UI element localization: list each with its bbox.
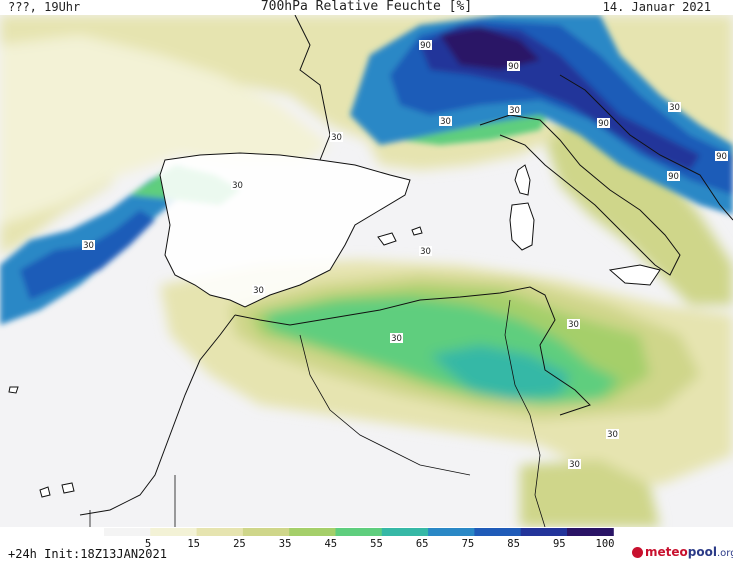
contour-label: 90: [419, 40, 432, 51]
legend-swatch: [289, 528, 336, 536]
legend-tick-labels: 5 15 25 35 45 55 65 75 85 95 100: [145, 538, 615, 548]
sicily: [608, 264, 661, 286]
contour-label-text: 90: [508, 62, 519, 72]
italy-peninsula: [479, 114, 681, 276]
humidity-field-high: [0, 15, 733, 325]
western-sahara-border: [89, 475, 176, 527]
contour-label-text: 30: [232, 181, 243, 191]
contour-label-text: 30: [440, 117, 451, 127]
north-africa-coast: [234, 286, 591, 416]
legend-swatch: [474, 528, 522, 536]
morocco-atlantic-coast: [79, 314, 236, 516]
sardinia: [509, 202, 535, 251]
legend-tick-label: 5: [145, 538, 151, 548]
field-band-65-africa: [430, 345, 570, 400]
legend-tick-label: 85: [507, 538, 520, 548]
legend-tick-label: 45: [324, 538, 337, 548]
legend-color-bar: [104, 528, 614, 536]
adriatic-coast: [559, 74, 733, 221]
contour-label: 90: [507, 61, 520, 72]
legend-swatch: [150, 528, 198, 536]
legend-swatch: [242, 528, 290, 536]
legend-swatch: [381, 528, 429, 536]
field-band-100-north: [440, 27, 540, 70]
contour-label: 30: [82, 240, 95, 251]
model-init-time: +24h Init:18Z13JAN2021: [8, 547, 167, 561]
legend-tick-label: 95: [553, 538, 566, 548]
tunisia-libya-border: [504, 299, 546, 527]
logo-text-org: .org: [716, 548, 733, 559]
contour-label-text: 90: [668, 172, 679, 182]
corsica: [514, 164, 531, 196]
legend-tick-label: 65: [416, 538, 429, 548]
field-band-35-south: [520, 460, 660, 527]
legend-swatch: [428, 528, 475, 536]
contour-label: 30: [419, 246, 432, 257]
meteopool-logo-icon: [632, 547, 643, 558]
contour-label: 30: [252, 285, 265, 296]
contour-label-text: 90: [420, 41, 431, 51]
field-band-15-north: [0, 35, 330, 225]
legend-swatch: [335, 528, 383, 536]
field-band-85-west: [20, 210, 155, 300]
contour-label-text: 30: [607, 430, 618, 440]
france-coast: [294, 15, 331, 161]
contour-label-text: 30: [669, 103, 680, 113]
legend-swatch: [196, 528, 244, 536]
map-title: 700hPa Relative Feuchte [%]: [260, 0, 473, 14]
logo-text-meteo: meteo: [645, 545, 688, 559]
header-valid-time: ???, 19Uhr: [8, 0, 81, 14]
contour-label: 30: [330, 132, 343, 143]
meteopool-logo[interactable]: meteopool.org: [632, 545, 733, 559]
contour-label: 90: [597, 118, 610, 129]
contour-label: 90: [715, 151, 728, 162]
contour-label-text: 30: [253, 286, 264, 296]
legend-swatch: [520, 528, 568, 536]
balearic-islands: [377, 226, 423, 246]
color-scale-legend: 5 15 25 35 45 55 65 75 85 95 100: [104, 528, 615, 548]
contour-label: 30: [568, 459, 581, 470]
contour-label-text: 30: [331, 133, 342, 143]
contour-label: 30: [668, 102, 681, 113]
land-masses: [8, 15, 733, 527]
contour-label-text: 30: [391, 334, 402, 344]
contour-label: 30: [508, 105, 521, 116]
logo-text-pool: pool: [687, 545, 717, 559]
legend-swatch: [104, 528, 151, 536]
contour-label: 30: [390, 333, 403, 344]
legend-tick-label: 35: [279, 538, 292, 548]
contour-label-text: 30: [568, 320, 579, 330]
contour-label-text: 30: [509, 106, 520, 116]
humidity-field: [0, 15, 733, 527]
contour-label: 30: [231, 180, 244, 191]
humidity-map: 90 90 90 90 90 30 30 30 30 30 30 30 30 30 30 30 30: [0, 15, 733, 527]
contour-label-text: 30: [569, 460, 580, 470]
contour-label: 30: [439, 116, 452, 127]
field-band-35-italy: [540, 115, 733, 305]
contour-label-text: 90: [598, 119, 609, 129]
contour-labels: 90 90 90 90 90 30 30 30 30 30 30 30 30 30 30 30 30: [82, 40, 728, 470]
legend-tick-label: 15: [187, 538, 200, 548]
contour-label: 30: [567, 319, 580, 330]
contour-label: 30: [606, 429, 619, 440]
legend-tick-label: 100: [596, 538, 615, 548]
contour-label-text: 30: [420, 247, 431, 257]
algeria-border: [299, 334, 471, 476]
contour-label-text: 30: [83, 241, 94, 251]
legend-tick-label: 55: [370, 538, 383, 548]
contour-label-text: 90: [716, 152, 727, 162]
contour-label: 90: [667, 171, 680, 182]
legend-swatch: [567, 528, 614, 536]
legend-tick-label: 25: [233, 538, 246, 548]
canary-islands: [8, 386, 75, 498]
header-date: 14. Januar 2021: [602, 0, 711, 14]
legend-tick-label: 75: [462, 538, 475, 548]
